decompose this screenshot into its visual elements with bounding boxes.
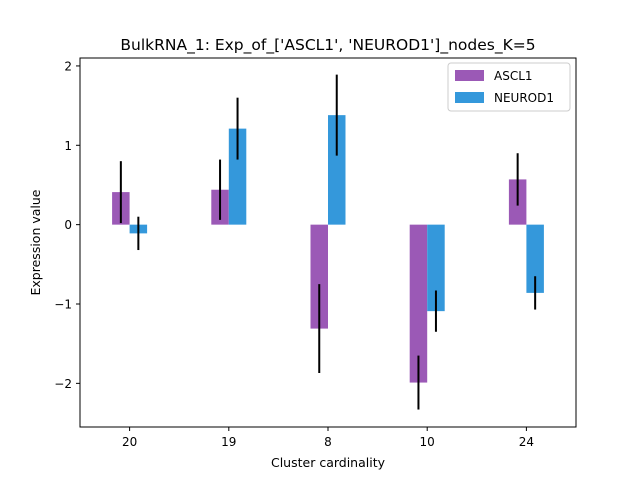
x-tick-label: 8 xyxy=(324,435,332,449)
bar-neurod1-10 xyxy=(427,224,445,312)
legend: ASCL1 NEUROD1 xyxy=(447,62,571,112)
x-axis: 20 19 8 10 24 xyxy=(122,427,534,449)
y-axis-label: Expression value xyxy=(28,189,43,295)
x-axis-label: Cluster cardinality xyxy=(271,455,386,470)
x-tick-label: 10 xyxy=(420,435,435,449)
legend-label-neurod1: NEUROD1 xyxy=(494,91,554,105)
legend-label-ascl1: ASCL1 xyxy=(494,69,533,83)
bar-neurod1-8 xyxy=(328,115,346,225)
y-axis: 2 1 0 −1 −2 xyxy=(54,59,80,391)
y-tick-label: 2 xyxy=(64,59,72,73)
bar-neurod1-19 xyxy=(228,128,247,225)
y-tick-label: −2 xyxy=(54,377,72,391)
y-tick-label: 0 xyxy=(64,218,72,232)
legend-swatch-ascl1 xyxy=(455,70,484,81)
legend-swatch-neurod1 xyxy=(455,92,484,103)
bar-neurod1-24 xyxy=(526,224,544,293)
chart-title: BulkRNA_1: Exp_of_['ASCL1', 'NEUROD1']_n… xyxy=(120,36,535,55)
x-tick-label: 19 xyxy=(221,435,236,449)
y-tick-label: 1 xyxy=(64,139,72,153)
plot-area xyxy=(112,74,544,410)
bar-ascl1-8 xyxy=(310,224,328,329)
bar-ascl1-10 xyxy=(409,224,428,383)
y-tick-label: −1 xyxy=(54,298,72,312)
x-tick-label: 20 xyxy=(122,435,137,449)
x-tick-label: 24 xyxy=(519,435,534,449)
